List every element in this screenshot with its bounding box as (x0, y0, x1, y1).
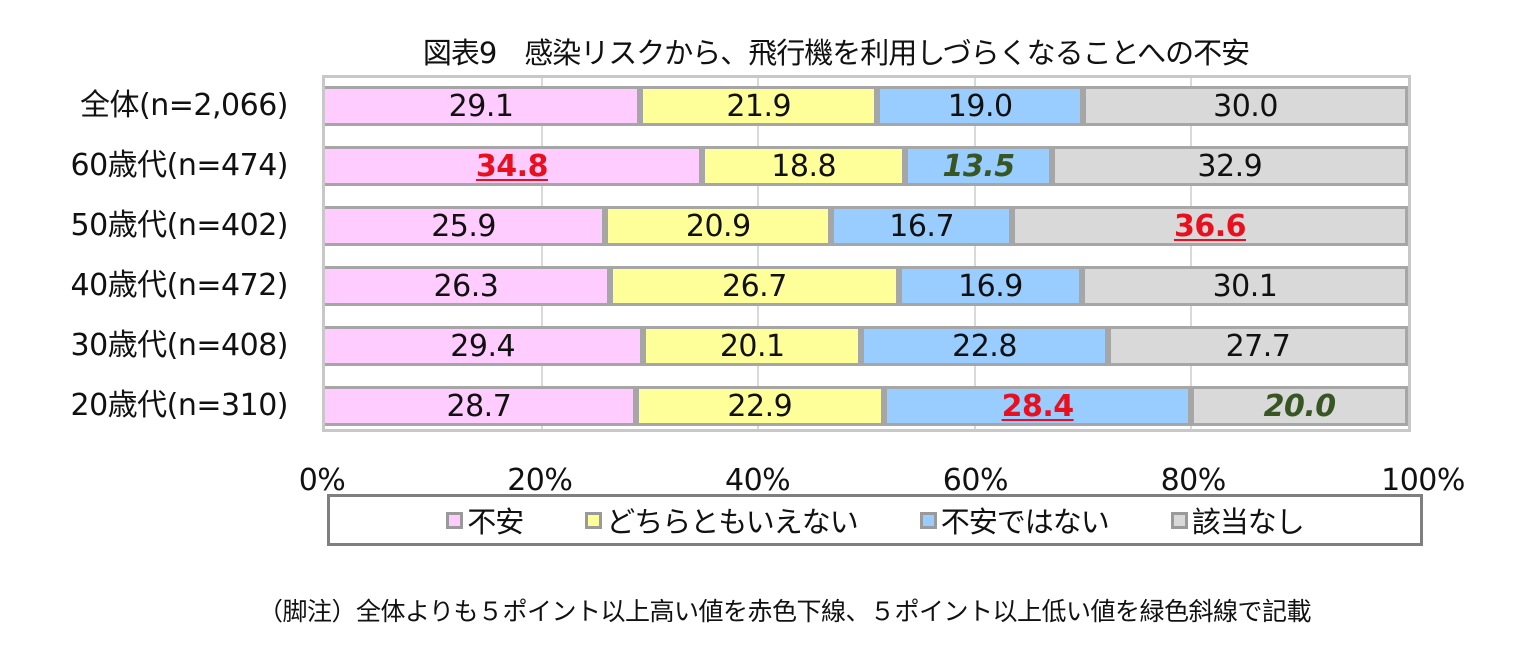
legend-label: 不安ではない (940, 505, 1110, 539)
stacked-bar: 29.4 20.1 22.8 27.7 (325, 326, 1408, 366)
bar-segment: 29.4 (325, 326, 644, 366)
legend-item: 該当なし (1170, 499, 1305, 541)
footnote: （脚注）全体よりも５ポイント以上高い値を赤色下線、５ポイント以上低い値を緑色斜線… (258, 597, 1312, 626)
category-label: 60歳代(n=474) (70, 148, 289, 183)
x-tick-label: 0% (298, 463, 346, 498)
bar-segment: 34.8 (325, 146, 702, 186)
stacked-bar: 34.8 18.8 13.5 32.9 (325, 146, 1408, 186)
legend-label: 該当なし (1191, 505, 1305, 539)
category-label: 全体(n=2,066) (80, 88, 288, 123)
chart-title: 図表9 感染リスクから、飛行機を利用しづらくなることへの不安 (422, 36, 1250, 70)
bar-segment: 20.1 (643, 326, 862, 366)
legend-item: 不安 (446, 499, 524, 541)
bar-segment: 28.4 (883, 386, 1192, 426)
plot-area: 29.1 21.9 19.0 30.0 34.8 18.8 13.5 32.9 25.9 20.9… (322, 75, 1411, 432)
legend-item: 不安ではない (919, 499, 1110, 541)
stacked-bar: 25.9 20.9 16.7 36.6 (325, 206, 1408, 246)
bar-segment: 18.8 (701, 146, 906, 186)
x-tick-label: 100% (1381, 463, 1465, 498)
bar-segment: 30.1 (1082, 266, 1408, 306)
bar-segment: 32.9 (1051, 146, 1408, 186)
legend-swatch-icon (1170, 511, 1188, 529)
bar-segment: 20.0 (1191, 386, 1408, 426)
bar-segment: 20.9 (605, 206, 832, 246)
bar-segment: 13.5 (905, 146, 1052, 186)
legend-label: どちらともいえない (606, 505, 858, 539)
x-tick-label: 40% (725, 463, 791, 498)
bar-segment: 22.8 (861, 326, 1108, 366)
bar-segment: 21.9 (640, 86, 878, 126)
bar-segment: 27.7 (1107, 326, 1408, 366)
legend-swatch-icon (585, 511, 603, 529)
bar-segment: 28.7 (325, 386, 636, 426)
legend-swatch-icon (446, 511, 464, 529)
bar-segment: 26.3 (325, 266, 610, 306)
bar-segment: 26.7 (609, 266, 899, 306)
bar-segment: 25.9 (325, 206, 606, 246)
category-label: 50歳代(n=402) (70, 208, 289, 243)
gridline (973, 78, 976, 429)
gridline (1190, 78, 1193, 429)
bar-segment: 36.6 (1011, 206, 1408, 246)
bar-segment: 16.9 (898, 266, 1082, 306)
stacked-bar: 28.7 22.9 28.4 20.0 (325, 386, 1408, 426)
stacked-bar: 26.3 26.7 16.9 30.1 (325, 266, 1408, 306)
stacked-bar: 29.1 21.9 19.0 30.0 (325, 86, 1408, 126)
category-label: 40歳代(n=472) (70, 268, 289, 303)
bar-segment: 30.0 (1083, 86, 1408, 126)
legend: 不安 どちらともいえない 不安ではない 該当なし (327, 494, 1423, 546)
bar-segment: 19.0 (877, 86, 1084, 126)
x-tick-label: 20% (507, 463, 573, 498)
category-label: 20歳代(n=310) (70, 388, 289, 423)
legend-label: 不安 (467, 505, 524, 539)
bar-segment: 22.9 (635, 386, 884, 426)
x-tick-label: 80% (1160, 463, 1227, 498)
x-tick-label: 60% (942, 463, 1009, 498)
gridline (757, 78, 760, 429)
gridline (540, 78, 543, 429)
category-label: 30歳代(n=408) (70, 328, 289, 363)
legend-swatch-icon (919, 511, 937, 529)
legend-item: どちらともいえない (585, 499, 859, 541)
bar-segment: 16.7 (831, 206, 1012, 246)
bar-segment: 29.1 (325, 86, 641, 126)
